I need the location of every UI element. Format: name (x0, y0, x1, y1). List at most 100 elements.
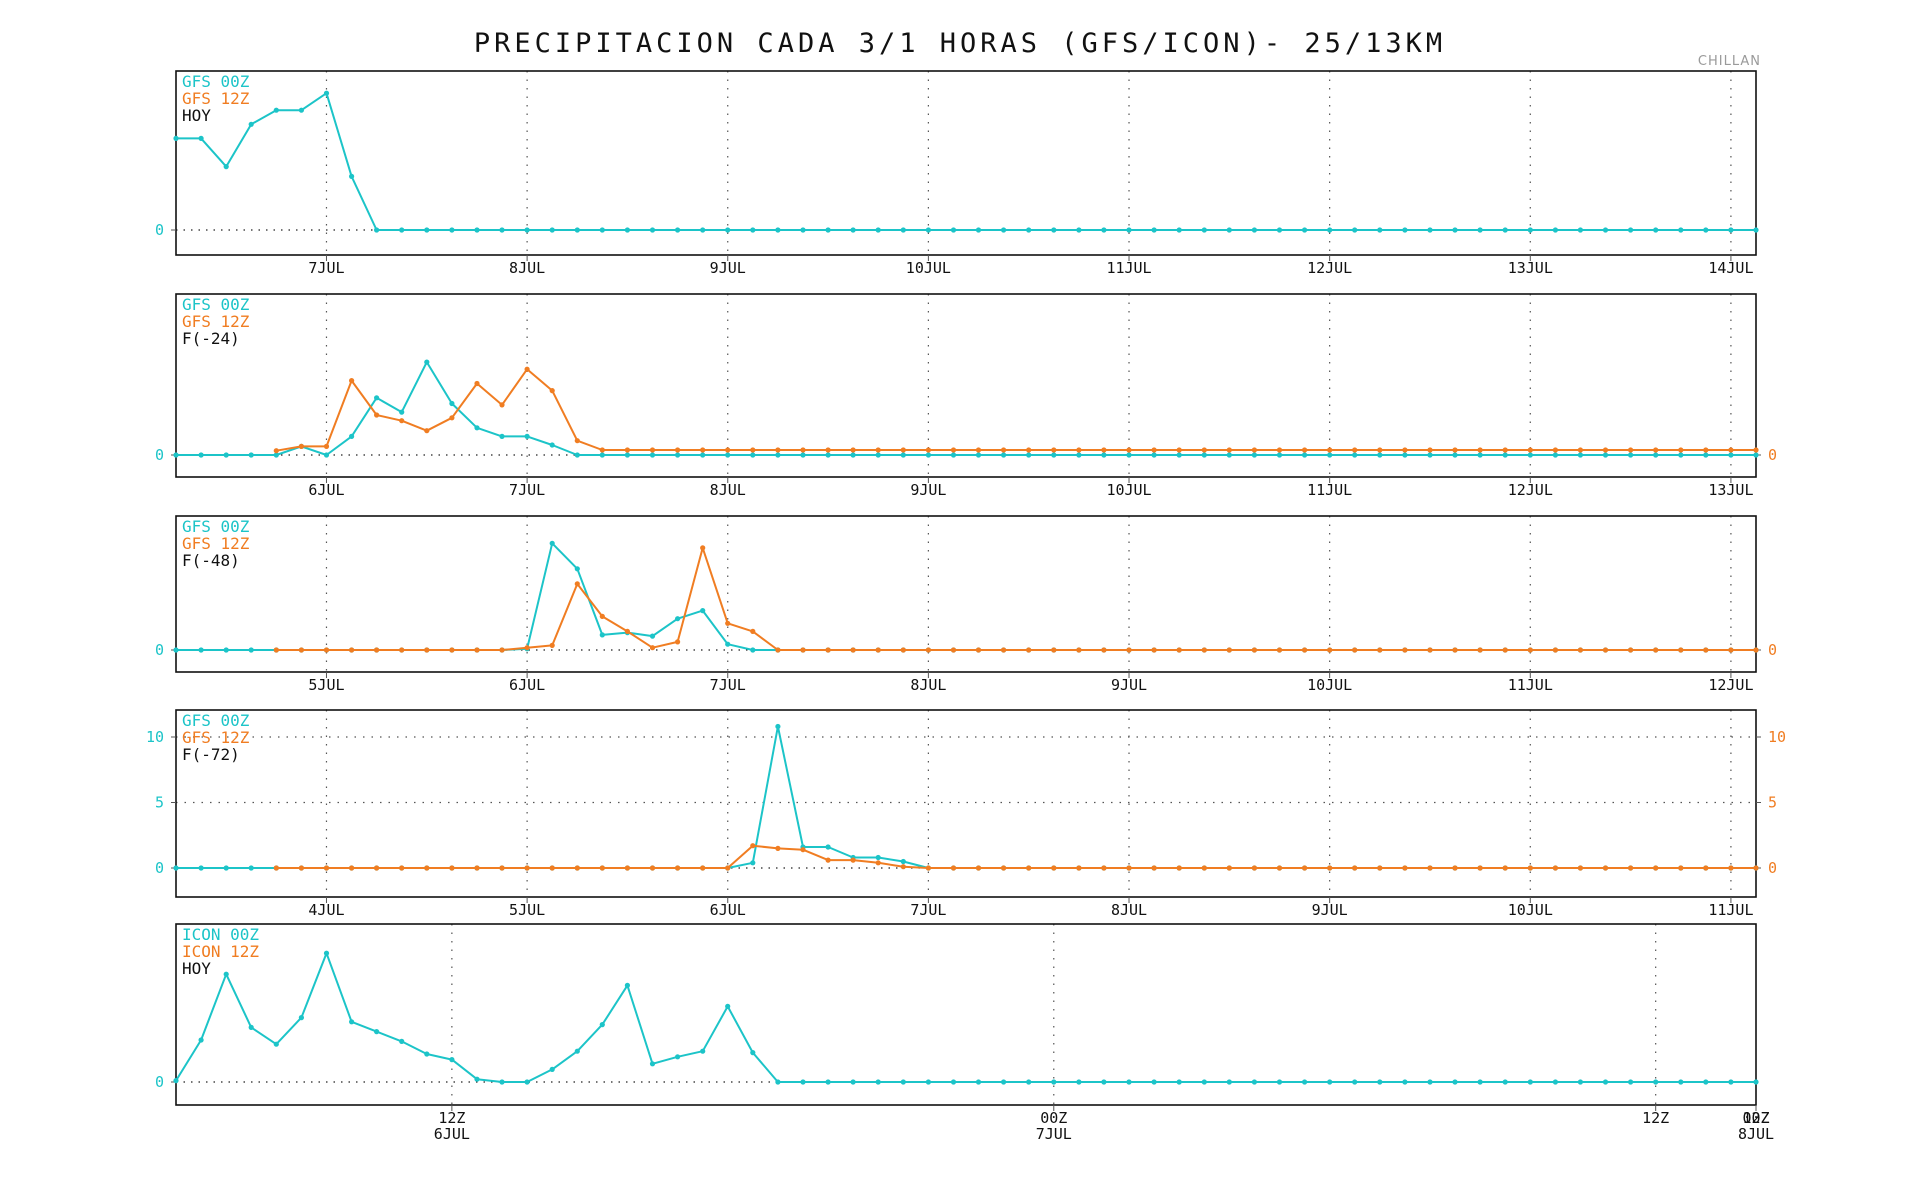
data-point (1327, 865, 1333, 871)
data-point (1427, 452, 1433, 458)
data-point (1076, 865, 1082, 871)
data-point (248, 865, 254, 871)
data-point (1327, 1079, 1333, 1085)
data-point (549, 1066, 555, 1072)
x-tick-label: 11JUL (1708, 901, 1753, 919)
data-point (549, 442, 555, 448)
data-point (1051, 865, 1057, 871)
data-point (1628, 1079, 1634, 1085)
x-tick-label: 12Z (1642, 1109, 1669, 1127)
data-point (1502, 865, 1508, 871)
x-tick-label: 00Z (1742, 1109, 1769, 1127)
data-point (1001, 452, 1007, 458)
data-point (424, 865, 430, 871)
data-point (1276, 227, 1283, 233)
data-point (1527, 447, 1533, 453)
data-point (549, 642, 555, 649)
data-point (1477, 447, 1483, 453)
data-point (298, 647, 304, 653)
x-tick-label: 10JUL (1307, 676, 1352, 694)
data-point (1352, 227, 1358, 233)
data-point (449, 415, 455, 421)
data-point (1302, 447, 1308, 453)
data-point (850, 857, 856, 863)
data-point (1477, 865, 1483, 871)
data-point (1377, 227, 1383, 233)
data-point (750, 227, 756, 233)
data-point (624, 865, 631, 871)
data-point (1076, 1079, 1082, 1085)
data-point (1703, 647, 1709, 653)
data-point (1427, 865, 1433, 871)
data-point (1076, 447, 1082, 453)
data-point (925, 227, 932, 233)
y-tick-label-left: 0 (155, 446, 164, 464)
data-point (349, 865, 355, 871)
data-point (1076, 227, 1082, 233)
data-point (700, 608, 706, 614)
data-point (624, 982, 631, 989)
y-tick-label-left: 0 (155, 221, 164, 239)
data-point (524, 865, 530, 871)
data-point (925, 447, 932, 453)
data-point (549, 865, 555, 871)
data-point (1552, 865, 1558, 871)
data-point (700, 865, 706, 871)
legend-entry: GFS 00Z (182, 295, 250, 314)
data-point (1452, 647, 1458, 653)
data-point (1101, 452, 1107, 458)
x-tick-label: 11JUL (1508, 676, 1553, 694)
data-point (1126, 227, 1132, 233)
data-point (950, 1079, 957, 1085)
data-point (499, 865, 505, 871)
data-point (1151, 227, 1157, 233)
location-label: CHILLAN (1698, 54, 1761, 69)
data-point (825, 857, 831, 863)
data-point (624, 628, 631, 635)
data-point (825, 1079, 831, 1085)
x-tick-label: 9JUL (1111, 676, 1147, 694)
data-point (298, 865, 304, 871)
data-point (223, 971, 229, 977)
data-point (1628, 452, 1634, 458)
data-point (1628, 865, 1634, 871)
data-point (1126, 447, 1132, 453)
series-line (176, 542, 1756, 651)
data-point (1703, 227, 1709, 233)
data-point (875, 647, 881, 653)
data-point (1176, 452, 1182, 458)
data-point (675, 865, 681, 871)
data-point (223, 647, 229, 653)
data-point (1226, 647, 1232, 653)
data-point (1051, 447, 1057, 453)
data-point (1026, 452, 1032, 458)
data-point (323, 647, 330, 653)
data-point (474, 1076, 480, 1082)
data-point (850, 447, 856, 453)
data-point (725, 452, 731, 458)
data-point (700, 1048, 706, 1054)
x-tick-label: 7JUL (710, 676, 746, 694)
data-point (1276, 452, 1283, 458)
panel-frame (175, 923, 1757, 1106)
data-point (1026, 647, 1032, 653)
data-point (248, 452, 254, 458)
data-point (173, 647, 179, 653)
data-point (1753, 647, 1759, 653)
data-point (449, 400, 455, 407)
data-point (349, 1019, 355, 1025)
data-point (1176, 647, 1182, 653)
data-point (900, 452, 906, 458)
data-point (1653, 1079, 1659, 1085)
x-tick-label: 13JUL (1508, 259, 1553, 277)
legend-entry: GFS 00Z (182, 517, 250, 536)
data-point (1327, 227, 1333, 233)
data-point (975, 1079, 982, 1085)
x-tick-label: 10JUL (1106, 481, 1151, 499)
x-tick-label: 12Z (1742, 1109, 1769, 1127)
data-point (900, 447, 906, 453)
data-point (1001, 865, 1007, 871)
data-point (1251, 865, 1257, 871)
